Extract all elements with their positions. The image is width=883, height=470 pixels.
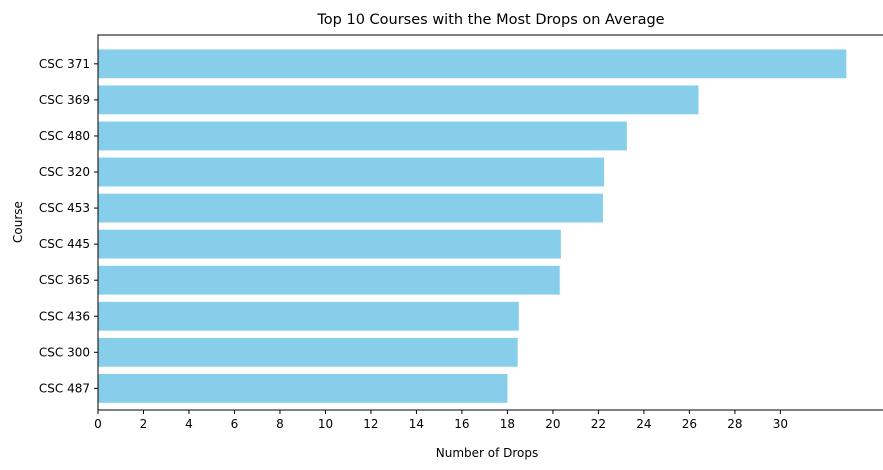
x-tick-label: 16 [454, 417, 469, 431]
bar-csc-487 [98, 373, 508, 403]
x-tick-label: 30 [773, 417, 788, 431]
y-tick-label: CSC 365 [39, 273, 90, 287]
x-tick-label: 26 [682, 417, 697, 431]
y-tick-label: CSC 320 [39, 165, 90, 179]
x-tick-label: 20 [545, 417, 560, 431]
bar-csc-480 [98, 121, 627, 151]
x-tick-label: 2 [140, 417, 148, 431]
y-tick-label: CSC 445 [39, 237, 90, 251]
x-tick-label: 8 [276, 417, 284, 431]
y-tick-label: CSC 369 [39, 93, 90, 107]
bar-csc-445 [98, 229, 561, 259]
x-tick-label: 0 [94, 417, 102, 431]
y-tick-label: CSC 480 [39, 129, 90, 143]
x-tick-label: 18 [500, 417, 515, 431]
bar-csc-300 [98, 337, 518, 367]
y-axis-ticks: CSC 371 CSC 369 CSC 480 CSC 320 CSC 453 CSC 4… [39, 57, 98, 395]
x-tick-label: 24 [636, 417, 651, 431]
x-axis-ticks: 0 2 4 6 8 10 12 14 16 18 20 22 24 26 28 30 [94, 410, 788, 431]
bar-csc-365 [98, 265, 560, 295]
x-tick-label: 6 [231, 417, 239, 431]
bar-csc-371 [98, 49, 847, 79]
x-tick-label: 22 [591, 417, 606, 431]
bar-csc-453 [98, 193, 603, 223]
y-tick-label: CSC 487 [39, 381, 90, 395]
x-axis-label: Number of Drops [436, 446, 539, 460]
x-tick-label: 28 [727, 417, 742, 431]
chart-title: Top 10 Courses with the Most Drops on Av… [316, 12, 664, 28]
y-tick-label: CSC 453 [39, 201, 90, 215]
y-tick-label: CSC 371 [39, 57, 90, 71]
x-tick-label: 10 [318, 417, 333, 431]
x-tick-label: 14 [409, 417, 424, 431]
bar-csc-320 [98, 157, 605, 187]
x-tick-label: 4 [185, 417, 193, 431]
y-tick-label: CSC 300 [39, 345, 90, 359]
y-tick-label: CSC 436 [39, 309, 90, 323]
y-axis-label: Course [11, 201, 25, 243]
bar-csc-436 [98, 301, 519, 331]
bar-csc-369 [98, 85, 699, 115]
bars-group [98, 49, 847, 403]
x-tick-label: 12 [363, 417, 378, 431]
plot-frame [97, 34, 883, 411]
